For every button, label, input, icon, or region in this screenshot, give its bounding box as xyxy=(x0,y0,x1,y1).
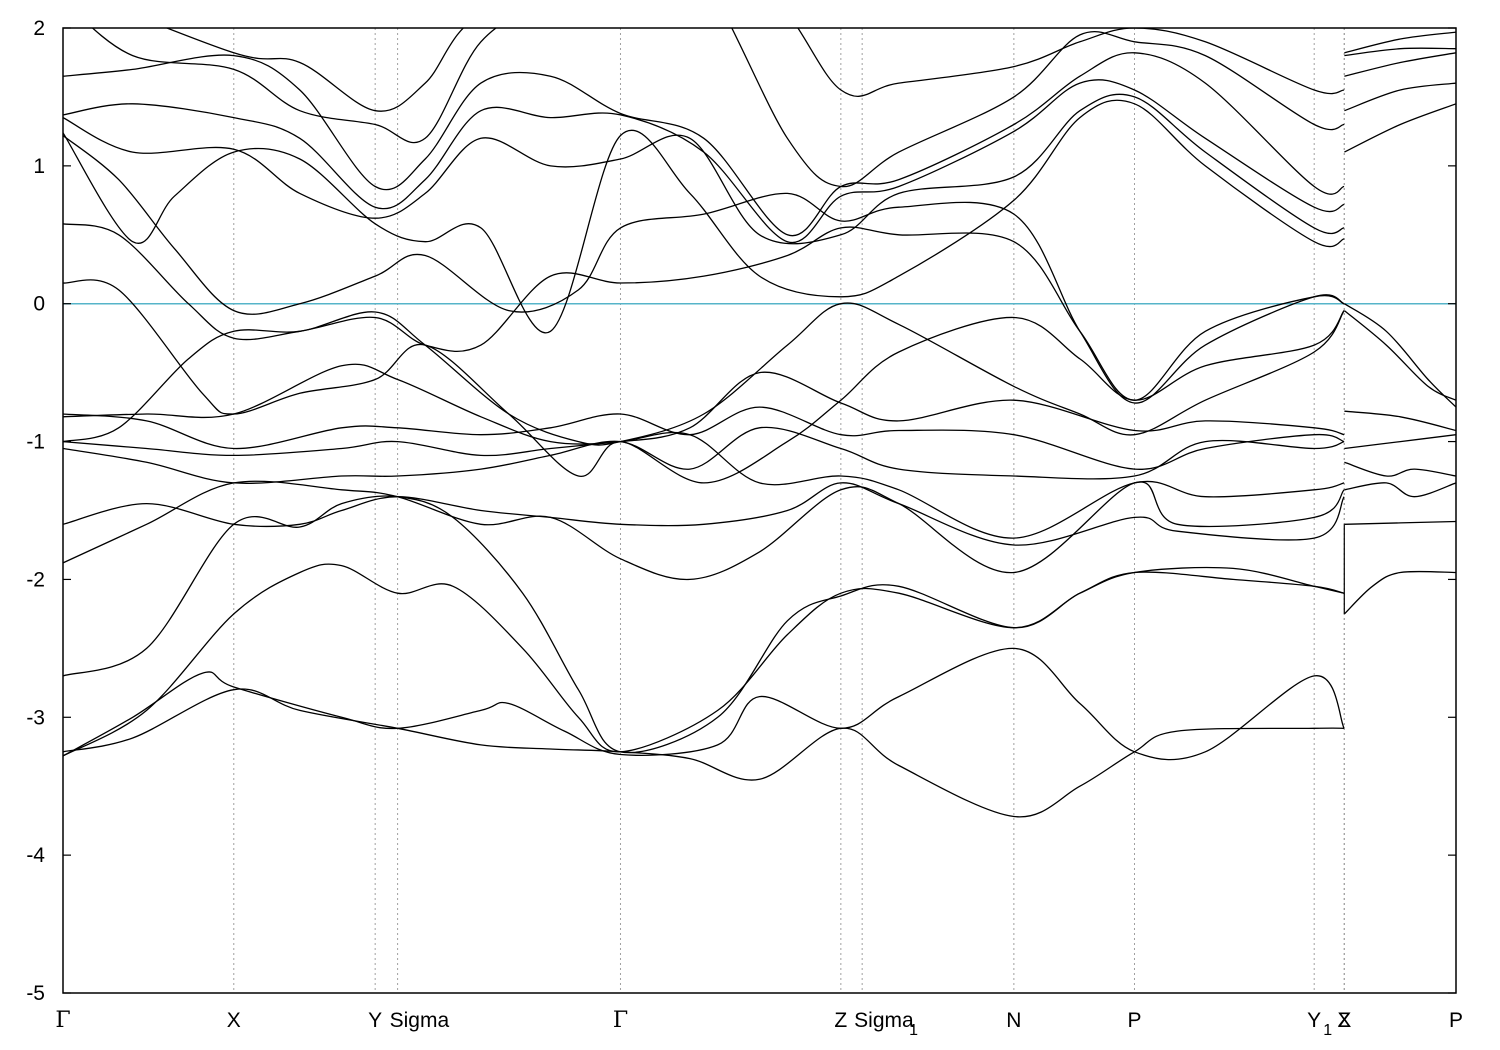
band-line-19 xyxy=(164,28,1345,112)
ytick-label--3: -3 xyxy=(26,706,45,729)
kpoint-label-10: Z xyxy=(1338,1009,1351,1032)
band-line-25 xyxy=(1344,410,1456,432)
band-line-26 xyxy=(1343,310,1456,401)
ytick-label--2: -2 xyxy=(26,568,45,591)
kpoint-label-12: P xyxy=(1449,1009,1463,1032)
band-line-17 xyxy=(63,52,1345,237)
band-line-3 xyxy=(63,495,1345,754)
kpoint-label-6: Sigma xyxy=(854,1009,914,1032)
band-line-15 xyxy=(63,93,1345,245)
band-line-6 xyxy=(63,426,1345,484)
band-line-4 xyxy=(63,480,1345,581)
ytick-label--5: -5 xyxy=(26,982,45,1005)
kpoint-label-1: X xyxy=(227,1009,241,1032)
band-line-11 xyxy=(63,279,1345,484)
band-line-12 xyxy=(63,223,1345,401)
band-line-8 xyxy=(63,406,1345,470)
band-line-29 xyxy=(1344,82,1456,112)
band-line-18 xyxy=(91,28,1345,188)
ytick-label--1: -1 xyxy=(26,431,45,454)
band-line-14 xyxy=(63,99,1345,334)
kpoint-label-4: Γ xyxy=(613,1008,628,1033)
kpoint-label-3: Sigma xyxy=(390,1009,450,1032)
band-line-28 xyxy=(1344,103,1456,153)
band-line-21 xyxy=(1344,520,1456,525)
band-line-0 xyxy=(63,688,1345,818)
band-line-1 xyxy=(63,647,1345,761)
band-line-13 xyxy=(63,134,1345,404)
kpoint-label-9: Y xyxy=(1307,1009,1321,1032)
kpoint-label-7: N xyxy=(1006,1009,1021,1032)
band-line-20 xyxy=(1343,570,1456,615)
band-line-24 xyxy=(1344,434,1456,450)
kpoint-label-sub-6: 1 xyxy=(909,1022,918,1039)
band-line-32 xyxy=(1344,31,1456,54)
band-line-31 xyxy=(1344,47,1456,57)
ytick-label--4: -4 xyxy=(26,844,45,867)
ytick-label-2: 2 xyxy=(33,17,45,40)
kpoint-label-5: Z xyxy=(834,1009,847,1032)
band-line-30 xyxy=(1344,52,1456,77)
kpoint-label-0: Γ xyxy=(55,1008,70,1033)
band-line-7 xyxy=(63,431,1345,539)
band-line-23 xyxy=(1344,461,1456,477)
band-line-2 xyxy=(63,563,1345,757)
ytick-label-0: 0 xyxy=(33,293,45,316)
band-line-16 xyxy=(63,79,1345,244)
kpoint-label-2: Y xyxy=(368,1009,382,1032)
kpoint-label-8: P xyxy=(1127,1009,1141,1032)
plot-frame xyxy=(62,27,1457,994)
bands xyxy=(63,28,1456,818)
ytick-label-1: 1 xyxy=(33,155,45,178)
band-line-27 xyxy=(1344,303,1456,408)
band-line-10 xyxy=(63,302,1345,446)
band-line-5 xyxy=(63,482,1345,546)
kpoint-label-11: X xyxy=(1337,1009,1351,1032)
grid-lines xyxy=(233,28,1345,993)
band-line-22 xyxy=(1344,482,1456,498)
y-axis: -5 -4 -3 -2 -1 0 1 2 xyxy=(26,17,1456,1005)
kpoint-label-sub-9: 1 xyxy=(1323,1022,1332,1039)
